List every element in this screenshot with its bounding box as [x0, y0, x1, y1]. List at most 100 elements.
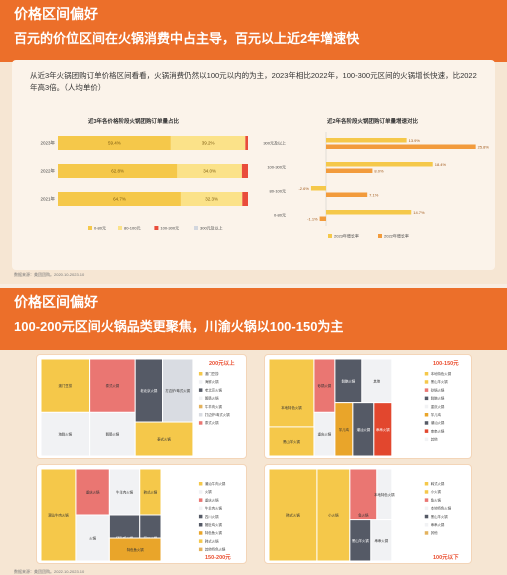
treemap-legend-label: 韩式火锅	[431, 481, 445, 486]
chart1-data-label: 59.4%	[108, 141, 121, 146]
chart2-tick-label: 100-300元	[267, 165, 286, 170]
section1-banner: 价格区间偏好 百元的价位区间在火锅消费中占主导，百元以上近2年增速快	[0, 0, 507, 62]
treemap-panel-150-200: 潮汕牛肉火锅重庆火锅火锅牛羊肉火锅猪肚鸡火锅韩式火锅四川火锅特色鱼火锅150-2…	[36, 464, 247, 564]
chart1-bar-segment	[58, 164, 178, 178]
chart2-legend-swatch	[328, 234, 332, 238]
chart1-bar-segment	[177, 164, 242, 178]
treemap-cell-label: 其他	[373, 378, 380, 383]
section1-description: 从近3年火锅团购订单价格区间看看，火锅消费仍然以100元以内的为主，2023年相…	[30, 71, 477, 92]
treemap-legend-label: 韩式火锅	[205, 538, 219, 543]
treemap-legend-label: 澳门豆捞	[205, 371, 219, 376]
treemap-legend-label: 砂锅火锅	[431, 387, 445, 392]
chart2-data-label: -1.1%	[307, 216, 318, 221]
treemap-cell	[268, 468, 318, 562]
chart2-bar	[326, 162, 433, 167]
treemap-legend-label: 牛羊肉火锅	[205, 404, 223, 409]
treemap-cell-label: 本地特色火锅	[374, 492, 395, 497]
chart1-bar-segment	[242, 192, 248, 206]
treemap-legend-swatch	[424, 421, 429, 425]
treemap-legend-swatch	[198, 490, 203, 494]
treemap-cell-label: 黑山羊火锅	[283, 439, 301, 444]
treemap-cell-label: 韩式火锅	[286, 513, 300, 518]
section-price-preference-1: 价格区间偏好 百元的价位区间在火锅消费中占主导，百元以上近2年增速快 从近3年火…	[0, 0, 507, 284]
treemap-legend-label: 潮汕牛肉火锅	[205, 481, 226, 486]
chart1-legend-swatch	[194, 226, 198, 230]
treemap-cell-label: 泰式火锅	[106, 383, 120, 388]
treemap-legend-label: 串串火锅	[431, 522, 445, 527]
section2-title: 价格区间偏好	[14, 294, 98, 310]
chart2-bar	[326, 210, 412, 215]
treemap-legend-swatch	[198, 372, 203, 376]
section1-title: 价格区间偏好	[14, 6, 98, 22]
chart2-data-label: -2.6%	[298, 186, 309, 191]
chart2-data-label: 14.7%	[413, 210, 425, 215]
treemap-legend-swatch	[424, 523, 429, 527]
chart2-data-label: 7.1%	[369, 192, 379, 197]
treemap-cell	[316, 468, 351, 562]
treemap-cell	[373, 402, 393, 457]
treemap-legend-label: 老北京火锅	[205, 387, 223, 392]
treemap-panel-title: 150-200元	[205, 554, 231, 561]
chart1-legend-swatch	[88, 226, 92, 230]
treemap-panel-200-plus: 澳门豆捞 泰式火锅 海鲜火锅 鹅肠火锅 老北京火锅 打边炉/粤式火锅 泰式火锅 200元以上澳…	[36, 354, 247, 459]
chart1-bar-segment	[58, 136, 171, 150]
treemap-legend-label: 鲜鲍火锅	[431, 396, 445, 401]
treemap-legend-swatch	[424, 498, 429, 502]
treemap-cell-label: 韩式火锅	[144, 490, 158, 495]
treemap-cell	[162, 358, 194, 423]
chart2-bar	[310, 186, 326, 191]
treemap-cell-label: 黑山羊火锅	[352, 538, 370, 543]
treemap-legend-swatch	[424, 404, 429, 409]
treemap-legend-swatch	[198, 547, 203, 552]
treemap-legend-swatch	[424, 372, 429, 376]
treemap-cell-label: 牛羊肉火锅	[116, 490, 134, 495]
section2-banner: 价格区间偏好 100-200元区间火锅品类更聚焦，川渝火锅以100-150为主	[0, 288, 507, 350]
treemap-legend-label: 鹅肠火锅	[205, 396, 219, 401]
chart1-stacked-bar: 2023年 59.4% 39.2% 2022年 62.8% 34.0% 2021年 64.7%…	[40, 136, 248, 231]
treemap-cell-label: 砂锅火锅	[318, 383, 332, 388]
treemap-cell-label: 串串火锅	[376, 427, 390, 432]
treemap-legend-swatch	[198, 531, 203, 535]
treemap-panel-100-150: 本地特色火锅 砂锅火锅 鲜鲍火锅 其他 重庆火锅 黑山羊火锅 芋儿鸡 潮汕火锅 串串火锅 100-…	[264, 354, 472, 459]
treemap-cell-label: 芋儿鸡	[339, 427, 350, 432]
treemap-legend-label: 重庆火锅	[205, 497, 219, 502]
treemap-cell	[268, 426, 315, 457]
treemap-legend-label: 泰式火锅	[205, 420, 219, 425]
section2-subtitle: 100-200元区间火锅品类更聚焦，川渝火锅以100-150为主	[14, 319, 344, 334]
treemap-cell	[108, 468, 141, 516]
chart2-bar	[326, 144, 476, 149]
chart1-legend-label: 300元及以上	[200, 225, 223, 231]
treemap-legend-label: 小火锅	[431, 489, 442, 494]
chart2-bar	[326, 192, 368, 197]
treemap-cell	[108, 537, 162, 562]
treemap-legend-label: 特色鱼火锅	[205, 530, 223, 535]
treemap-panel-title: 100元以下	[433, 554, 459, 561]
treemap-legend-swatch	[424, 388, 429, 392]
chart1-tick-label: 2023年	[40, 140, 55, 147]
chart2-data-label: 8.0%	[374, 168, 384, 173]
chart1-bar-segment	[58, 192, 181, 206]
treemap-panel-title: 100-150元	[433, 360, 459, 367]
treemap-cell	[134, 421, 194, 457]
treemap-legend-label: 火锅	[205, 489, 212, 494]
treemap-legend-label: 潮汕火锅	[431, 420, 445, 425]
treemap-legend-label: 其他	[431, 530, 438, 535]
chart1-data-label: 64.7%	[113, 197, 126, 202]
treemap-legend-label: 重庆火锅	[431, 404, 445, 409]
treemap-cell	[370, 519, 393, 562]
treemap-legend-swatch	[198, 421, 203, 425]
treemap-cell-label: 本地特色火锅	[281, 405, 302, 410]
chart2-data-label: 25.8%	[478, 144, 490, 149]
treemap-cell-label: 泰式火锅	[157, 437, 171, 442]
treemap-cell-label: 打边炉/粤式火锅	[165, 388, 190, 393]
treemap-legend-label: 其他	[431, 437, 438, 442]
treemap-150-200-svg: 潮汕牛肉火锅重庆火锅火锅牛羊肉火锅猪肚鸡火锅韩式火锅四川火锅特色鱼火锅150-2…	[40, 468, 231, 562]
treemap-legend-swatch	[424, 413, 429, 417]
treemap-legend-swatch	[424, 396, 429, 401]
treemap-legend-label: 鱼火锅	[431, 497, 442, 502]
section1-source: 数据来源：美团团购。2020.10-2023.10	[14, 272, 85, 277]
chart1-data-label: 32.3%	[205, 197, 218, 202]
chart1-bar-segment	[170, 136, 246, 150]
treemap-cell-label: 串串火锅	[375, 538, 389, 543]
